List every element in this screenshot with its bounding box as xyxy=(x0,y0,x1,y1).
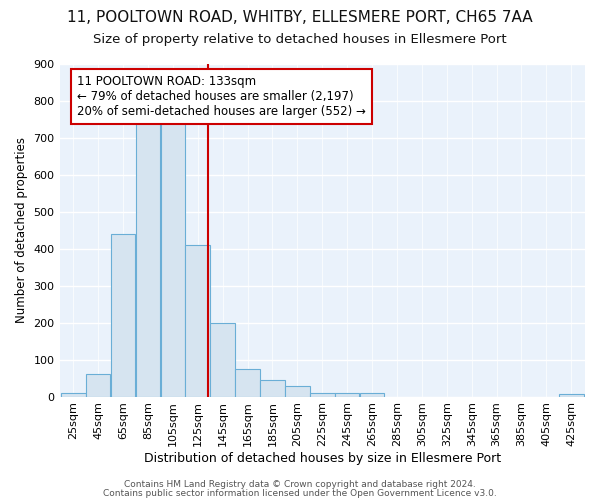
Bar xyxy=(61,393,86,396)
Text: Contains public sector information licensed under the Open Government Licence v3: Contains public sector information licen… xyxy=(103,488,497,498)
Bar xyxy=(285,386,310,396)
Bar xyxy=(260,380,285,396)
X-axis label: Distribution of detached houses by size in Ellesmere Port: Distribution of detached houses by size … xyxy=(144,452,501,465)
Text: Contains HM Land Registry data © Crown copyright and database right 2024.: Contains HM Land Registry data © Crown c… xyxy=(124,480,476,489)
Bar xyxy=(185,245,210,396)
Bar xyxy=(211,322,235,396)
Bar xyxy=(310,393,335,396)
Bar xyxy=(559,394,584,396)
Bar xyxy=(111,234,136,396)
Bar xyxy=(235,369,260,396)
Bar xyxy=(335,393,359,396)
Text: Size of property relative to detached houses in Ellesmere Port: Size of property relative to detached ho… xyxy=(93,32,507,46)
Bar xyxy=(86,374,110,396)
Bar xyxy=(136,120,160,396)
Bar xyxy=(161,120,185,396)
Text: 11, POOLTOWN ROAD, WHITBY, ELLESMERE PORT, CH65 7AA: 11, POOLTOWN ROAD, WHITBY, ELLESMERE POR… xyxy=(67,10,533,25)
Text: 11 POOLTOWN ROAD: 133sqm
← 79% of detached houses are smaller (2,197)
20% of sem: 11 POOLTOWN ROAD: 133sqm ← 79% of detach… xyxy=(77,75,366,118)
Bar xyxy=(360,393,385,396)
Y-axis label: Number of detached properties: Number of detached properties xyxy=(15,138,28,324)
